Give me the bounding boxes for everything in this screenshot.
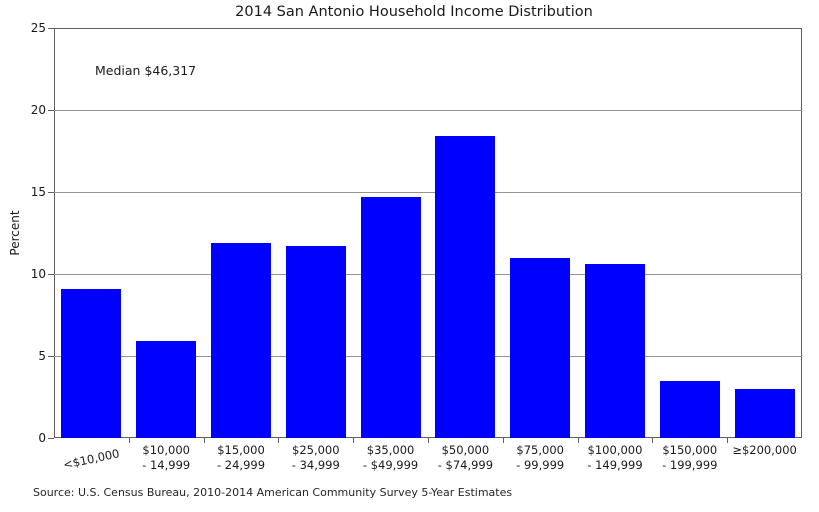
x-axis-tick [278,438,280,443]
x-tick-label-line: $75,000 [516,443,564,457]
x-tick-label-line: - 34,999 [291,458,340,472]
y-axis-tick [48,438,54,439]
gridline [54,274,802,275]
x-axis-tick [128,438,130,443]
x-tick-label-line: $100,000 [587,443,643,457]
gridline [54,192,802,193]
x-tick-label-line: - $49,999 [362,458,419,472]
x-tick-label: $15,000- 24,999 [204,443,279,473]
x-axis-tick [577,438,579,443]
y-axis-tick [48,274,54,275]
y-tick-label: 0 [38,431,46,445]
x-tick-label-line: ≥$200,000 [732,443,797,457]
y-axis-tick [48,110,54,111]
y-tick-label: 25 [30,21,46,35]
y-axis-label: Percent [8,210,22,256]
x-tick-label-line: <$10,000 [61,446,121,472]
x-tick-label: $150,000- 199,999 [652,443,727,473]
gridline [54,356,802,357]
x-tick-label-line: - 14,999 [142,458,191,472]
x-tick-label: $10,000- 14,999 [129,443,204,473]
bar [435,136,496,438]
x-tick-label-line: $150,000 [662,443,718,457]
x-tick-label: $100,000- 149,999 [578,443,653,473]
x-axis-tick [652,438,654,443]
x-tick-label-line: $25,000 [292,443,340,457]
x-axis-tick [727,438,729,443]
x-tick-label-line: $15,000 [217,443,265,457]
x-axis-tick [353,438,355,443]
y-tick-label: 10 [30,267,46,281]
y-axis-tick [48,192,54,193]
y-tick-label: 15 [30,185,46,199]
y-tick-label: 20 [30,103,46,117]
bar [211,242,271,438]
y-tick-label: 5 [38,349,46,363]
x-axis-tick [428,438,429,443]
x-tick-label-line: $10,000 [142,443,190,457]
bar [360,196,421,438]
x-tick-label-line: - 24,999 [216,458,266,472]
source-note: Source: U.S. Census Bureau, 2010-2014 Am… [33,486,513,499]
x-tick-label: $50,000- $74,999 [428,443,503,473]
bar [585,264,645,438]
x-tick-label: $25,000- 34,999 [278,443,353,473]
x-tick-label: $35,000- $49,999 [353,443,428,473]
x-tick-label-line: - 199,999 [662,458,718,472]
chart-title: 2014 San Antonio Household Income Distri… [235,4,593,20]
x-axis-tick [502,438,504,443]
y-axis-tick [48,28,54,29]
bar [61,288,122,438]
x-tick-label-line: - $74,999 [437,458,494,472]
x-tick-label: ≥$200,000 [727,443,802,458]
y-axis-tick [48,356,54,357]
bar [136,341,197,438]
bar [285,246,346,438]
x-tick-label-line: - 149,999 [587,458,643,472]
x-tick-label-line: - 99,999 [516,458,565,472]
x-tick-label: <$10,000 [53,444,129,474]
x-axis-tick [203,438,205,443]
bar [734,388,795,438]
median-annotation: Median $46,317 [95,63,197,78]
gridline [54,110,802,111]
x-tick-label: $75,000- 99,999 [503,443,578,473]
bar [510,257,571,438]
x-tick-label-line: $35,000 [366,443,415,457]
bar [659,380,720,438]
x-tick-label-line: $50,000 [441,443,490,457]
